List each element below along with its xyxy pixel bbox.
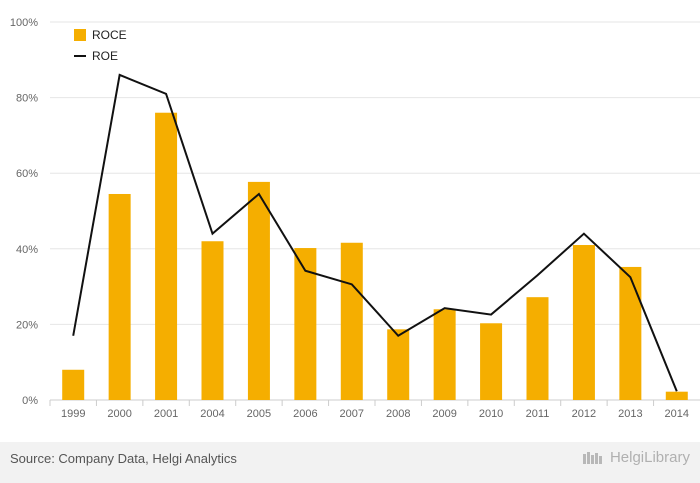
grid — [50, 21, 700, 401]
roce-bar — [480, 323, 503, 400]
x-tick-label: 2001 — [154, 408, 178, 420]
legend-label-roe: ROE — [92, 49, 118, 63]
x-tick-label: 2005 — [247, 408, 271, 420]
roce-bar — [572, 245, 595, 400]
x-tick-label: 2000 — [107, 408, 131, 420]
source-note: Source: Company Data, Helgi Analytics — [10, 451, 237, 466]
legend-label-roce: ROCE — [92, 28, 127, 42]
x-tick-label: 2006 — [293, 408, 317, 420]
x-tick-label: 2014 — [665, 408, 689, 420]
roce-bar — [294, 248, 317, 400]
x-tick-label: 2008 — [386, 408, 410, 420]
roce-bars — [62, 112, 688, 400]
x-tick-label: 2011 — [526, 408, 550, 420]
roce-bar — [340, 242, 363, 400]
roce-bar — [155, 112, 178, 400]
roce-bar — [665, 391, 688, 400]
x-tick-label: 2012 — [572, 408, 596, 420]
brand-logo: HelgiLibrary — [582, 449, 690, 466]
y-axis-ticks: 0% 20% 40% 60% 80% 100% — [10, 17, 38, 407]
x-axis-ticks: 1999 2000 2001 2004 2005 2006 2007 2008 2009 2010… — [49, 400, 689, 420]
x-tick-label: 2010 — [479, 408, 503, 420]
x-tick-label: 2013 — [618, 408, 642, 420]
roce-bar — [526, 297, 549, 400]
library-icon — [582, 451, 602, 464]
x-tick-label: 2007 — [340, 408, 364, 420]
roce-bar — [62, 369, 85, 400]
roce-bar — [433, 309, 456, 400]
roce-bar — [387, 329, 410, 400]
legend-swatch-roce — [74, 29, 86, 41]
x-tick-label: 2009 — [432, 408, 456, 420]
legend: ROCE ROE — [74, 28, 127, 63]
y-tick-label: 80% — [16, 93, 38, 105]
roe-line — [72, 73, 678, 392]
y-tick-label: 60% — [16, 168, 38, 180]
y-tick-label: 0% — [22, 395, 38, 407]
roce-bar — [108, 193, 131, 400]
brand-name: HelgiLibrary — [609, 449, 690, 466]
y-tick-label: 100% — [10, 17, 38, 29]
roe-series-line — [72, 73, 678, 392]
y-tick-label: 40% — [16, 244, 38, 256]
roce-bar — [201, 241, 224, 400]
x-tick-label: 1999 — [61, 408, 85, 420]
chart: 0% 20% 40% 60% 80% 100% 1999 2000 2001 2004 2005 2… — [10, 17, 700, 420]
roce-bar — [247, 181, 270, 400]
x-tick-label: 2004 — [200, 408, 224, 420]
y-tick-label: 20% — [16, 319, 38, 331]
roce-bar — [619, 266, 642, 400]
